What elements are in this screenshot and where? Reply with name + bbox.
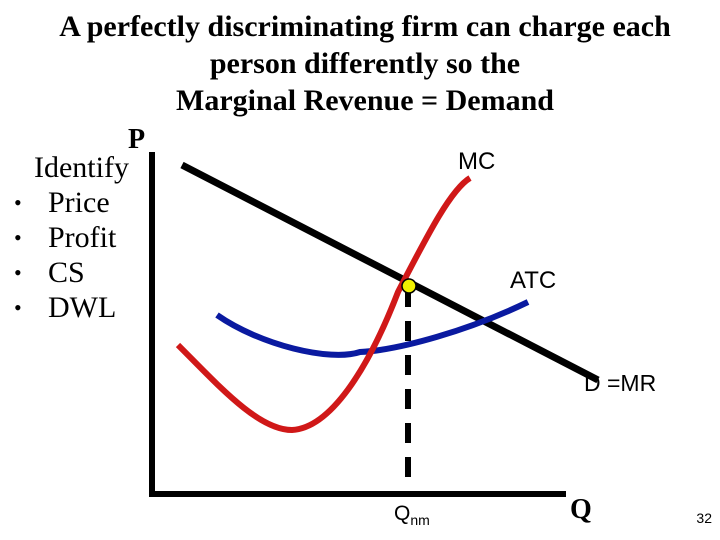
mc-label: MC [458, 148, 495, 175]
identify-heading: Identify [34, 151, 129, 184]
list-item-label: DWL [48, 291, 117, 324]
list-item-label: Price [48, 186, 110, 219]
bullet-icon: • [14, 295, 22, 320]
identify-items: • Price • Profit • CS • DWL [14, 185, 129, 325]
atc-label: ATC [510, 267, 556, 294]
list-item-price: • Price [14, 185, 129, 220]
bullet-icon: • [14, 260, 22, 285]
list-item-dwl: • DWL [14, 290, 129, 325]
slide-number: 32 [696, 510, 712, 526]
list-item-profit: • Profit [14, 220, 129, 255]
demand-mr-line [180, 161, 600, 384]
title-line-1: A perfectly discriminating firm can char… [59, 10, 671, 43]
slide-title: A perfectly discriminating firm can char… [0, 8, 720, 119]
x-axis-label: Q [570, 494, 592, 525]
demand-mr-label: D =MR [584, 370, 656, 396]
atc-curve [215, 299, 530, 358]
quantity-label-main: Q [394, 502, 410, 525]
y-axis-label: P [128, 124, 145, 155]
quantity-label: Qnm [394, 502, 430, 528]
bullet-icon: • [14, 225, 22, 250]
title-line-3: Marginal Revenue = Demand [176, 84, 554, 117]
identify-list: Identify • Price • Profit • CS • DWL [14, 150, 129, 325]
list-item-label: Profit [48, 221, 117, 254]
bullet-icon: • [14, 190, 22, 215]
title-line-2: person differently so the [209, 47, 521, 80]
quantity-label-sub: nm [410, 512, 429, 528]
list-item-label: CS [48, 256, 85, 289]
mc-curve [175, 175, 472, 434]
list-item-cs: • CS [14, 255, 129, 290]
equilibrium-point [401, 278, 417, 294]
